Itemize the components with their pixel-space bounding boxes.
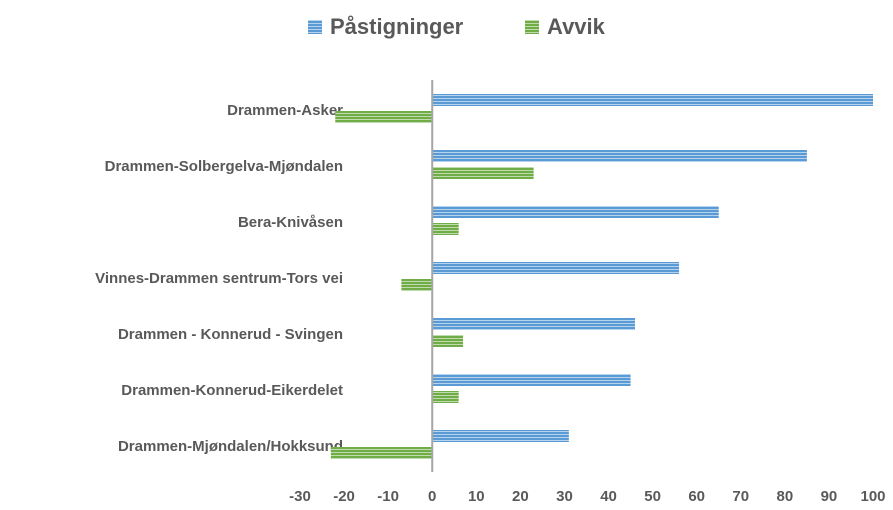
bar <box>432 206 719 218</box>
category-label: Drammen-Mjøndalen/Hokksund <box>118 438 343 455</box>
x-tick-label: 10 <box>468 488 485 505</box>
category-label: Drammen-Konnerud-Eikerdelet <box>121 382 343 399</box>
bar <box>432 391 459 403</box>
bar <box>401 279 433 291</box>
legend-label: Påstigninger <box>330 14 464 39</box>
bar <box>432 150 807 162</box>
legend-swatch <box>308 20 322 34</box>
bar <box>432 262 680 274</box>
category-label: Drammen-Asker <box>227 102 343 119</box>
bar <box>432 374 631 386</box>
x-tick-label: 0 <box>428 488 436 505</box>
x-tick-label: 20 <box>512 488 529 505</box>
bar <box>330 447 433 459</box>
bar <box>432 223 459 235</box>
x-tick-label: -10 <box>377 488 399 505</box>
x-tick-label: 80 <box>777 488 794 505</box>
bar <box>432 430 569 442</box>
legend-swatch <box>525 20 539 34</box>
bar <box>432 318 635 330</box>
x-tick-label: 60 <box>688 488 705 505</box>
x-tick-label: -20 <box>333 488 355 505</box>
x-tick-label: 30 <box>556 488 573 505</box>
x-tick-label: 50 <box>644 488 661 505</box>
category-label: Bera-Knivåsen <box>238 214 343 231</box>
x-tick-label: -30 <box>289 488 311 505</box>
x-tick-label: 40 <box>600 488 617 505</box>
category-label: Vinnes-Drammen sentrum-Tors vei <box>95 270 343 287</box>
legend-label: Avvik <box>547 14 606 39</box>
category-label: Drammen-Solbergelva-Mjøndalen <box>105 158 343 175</box>
bar <box>432 94 873 106</box>
x-tick-label: 70 <box>732 488 749 505</box>
category-label: Drammen - Konnerud - Svingen <box>118 326 343 343</box>
bar <box>432 335 464 347</box>
x-tick-label: 100 <box>860 488 885 505</box>
bar <box>432 167 534 179</box>
x-tick-label: 90 <box>821 488 838 505</box>
bar <box>335 111 433 123</box>
